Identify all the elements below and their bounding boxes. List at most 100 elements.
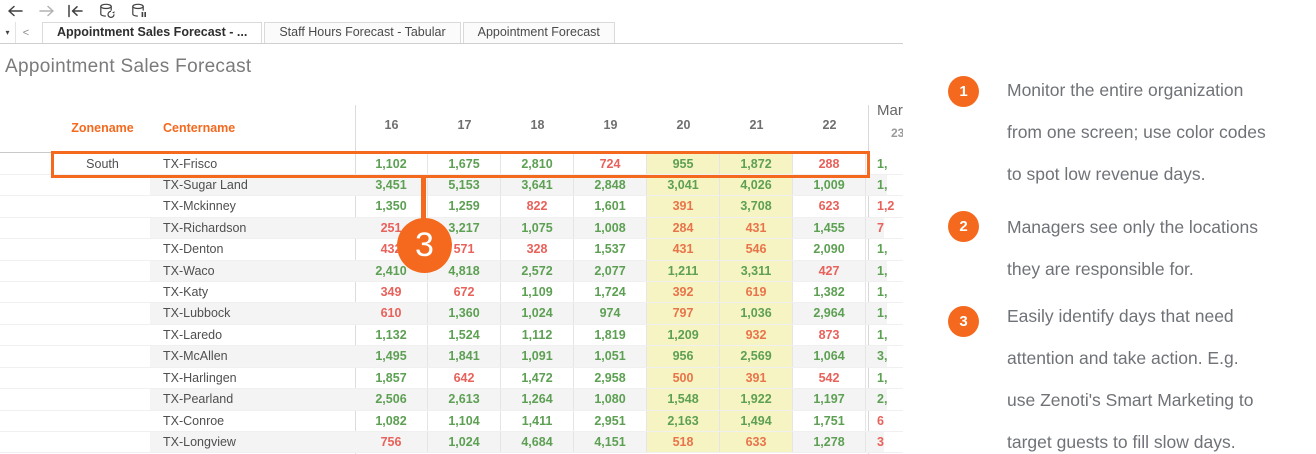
value-cell[interactable]: 571 <box>428 239 501 260</box>
center-cell[interactable]: TX-Longview <box>150 431 355 453</box>
value-cell[interactable]: 1,091 <box>501 346 574 367</box>
table-row[interactable]: TX-Conroe 1,082 1,104 1,411 2,951 2,163 1,494 1… <box>0 410 903 432</box>
value-cell[interactable]: 2,964 <box>793 303 866 324</box>
value-cell-clipped[interactable]: 3 <box>866 431 884 453</box>
value-cell[interactable]: 431 <box>720 217 793 239</box>
value-cell[interactable]: 1,360 <box>428 303 501 324</box>
table-row[interactable]: TX-Mckinney 1,350 1,259 822 1,601 391 3,708 623… <box>0 196 903 218</box>
day-header-17[interactable]: 17 <box>457 118 472 132</box>
value-cell[interactable]: 1,209 <box>647 324 720 346</box>
value-cell[interactable]: 2,848 <box>574 174 647 196</box>
value-cell[interactable]: 2,569 <box>720 346 793 367</box>
value-cell[interactable]: 349 <box>355 282 428 303</box>
value-cell[interactable]: 956 <box>647 346 720 367</box>
center-cell[interactable]: TX-Denton <box>163 242 224 257</box>
value-cell[interactable]: 288 <box>793 153 866 174</box>
center-cell[interactable]: TX-Waco <box>150 260 355 282</box>
value-cell[interactable]: 1,819 <box>574 324 647 346</box>
center-cell[interactable]: TX-Richardson <box>150 217 355 239</box>
value-cell[interactable]: 500 <box>647 367 720 389</box>
value-cell[interactable]: 1,051 <box>574 346 647 367</box>
value-cell[interactable]: 427 <box>793 260 866 282</box>
value-cell[interactable]: 1,922 <box>720 389 793 410</box>
value-cell[interactable]: 873 <box>793 324 866 346</box>
value-cell[interactable]: 2,077 <box>574 260 647 282</box>
value-cell[interactable]: 1,841 <box>428 346 501 367</box>
value-cell[interactable]: 1,455 <box>793 217 866 239</box>
center-cell[interactable]: TX-Mckinney <box>163 199 236 214</box>
value-cell[interactable]: 955 <box>647 153 720 174</box>
day-header-18[interactable]: 18 <box>530 118 545 132</box>
value-cell[interactable]: 672 <box>428 282 501 303</box>
center-column-header[interactable]: Centername <box>163 121 236 135</box>
value-cell[interactable]: 1,278 <box>793 431 866 453</box>
refresh-data-icon[interactable] <box>96 2 118 20</box>
value-cell[interactable]: 1,494 <box>720 410 793 431</box>
value-cell-clipped[interactable]: 2, <box>866 389 888 410</box>
value-cell[interactable]: 5,153 <box>428 174 501 196</box>
value-cell[interactable]: 1,104 <box>428 410 501 431</box>
value-cell[interactable]: 1,350 <box>355 196 428 217</box>
value-cell[interactable]: 1,024 <box>428 431 501 453</box>
day-header-19[interactable]: 19 <box>603 118 618 132</box>
day-header-21[interactable]: 21 <box>749 118 764 132</box>
value-cell[interactable]: 3,451 <box>355 174 428 196</box>
value-cell[interactable]: 1,197 <box>793 389 866 410</box>
value-cell-clipped[interactable]: 1, <box>866 174 888 196</box>
value-cell[interactable]: 4,684 <box>501 431 574 453</box>
value-cell[interactable]: 3,311 <box>720 260 793 282</box>
value-cell[interactable]: 1,082 <box>355 410 428 431</box>
value-cell[interactable]: 1,537 <box>574 239 647 260</box>
value-cell[interactable]: 797 <box>647 303 720 324</box>
table-row[interactable]: TX-Katy 349 672 1,109 1,724 392 619 1,382 1, <box>0 282 903 304</box>
value-cell[interactable]: 3,641 <box>501 174 574 196</box>
value-cell[interactable]: 2,506 <box>355 389 428 410</box>
table-row[interactable]: TX-Pearland 2,506 2,613 1,264 1,080 1,548 1,92… <box>0 389 903 411</box>
value-cell[interactable]: 724 <box>574 153 647 174</box>
value-cell[interactable]: 1,259 <box>428 196 501 217</box>
value-cell[interactable]: 1,075 <box>501 217 574 239</box>
value-cell-clipped[interactable]: 1, <box>866 303 888 324</box>
value-cell[interactable]: 1,102 <box>355 153 428 174</box>
value-cell[interactable]: 1,495 <box>355 346 428 367</box>
value-cell-clipped[interactable]: 6 <box>877 413 884 428</box>
value-cell[interactable]: 1,724 <box>574 282 647 303</box>
value-cell[interactable]: 3,708 <box>720 196 793 217</box>
value-cell[interactable]: 1,548 <box>647 389 720 410</box>
value-cell[interactable]: 1,472 <box>501 367 574 389</box>
tab-staff-hours-forecast-tabular[interactable]: Staff Hours Forecast - Tabular <box>264 22 461 43</box>
value-cell-clipped[interactable]: 1, <box>877 327 888 342</box>
value-cell[interactable]: 1,132 <box>355 324 428 346</box>
value-cell[interactable]: 619 <box>720 282 793 303</box>
pause-auto-updates-icon[interactable] <box>128 2 150 20</box>
revert-icon[interactable] <box>64 2 86 20</box>
table-row[interactable]: TX-Richardson 251 3,217 1,075 1,008 284 431 1,4… <box>0 217 903 240</box>
table-row[interactable]: TX-Lubbock 610 1,360 1,024 974 797 1,036 2,964 1… <box>0 303 903 325</box>
value-cell[interactable]: 328 <box>501 239 574 260</box>
center-cell[interactable]: TX-Pearland <box>150 389 355 410</box>
back-icon[interactable] <box>4 2 26 20</box>
value-cell[interactable]: 1,524 <box>428 324 501 346</box>
table-row[interactable]: TX-Denton 432 571 328 1,537 431 546 2,090 1, <box>0 239 903 261</box>
value-cell-clipped[interactable]: 1, <box>877 370 888 385</box>
value-cell[interactable]: 518 <box>647 431 720 453</box>
table-row[interactable]: TX-Waco 2,410 4,818 2,572 2,077 1,211 3,311 427… <box>0 260 903 283</box>
value-cell[interactable]: 822 <box>501 196 574 217</box>
value-cell[interactable]: 756 <box>355 431 428 453</box>
value-cell[interactable]: 1,675 <box>428 153 501 174</box>
center-cell[interactable]: TX-Conroe <box>163 413 225 428</box>
value-cell[interactable]: 391 <box>720 367 793 389</box>
table-row[interactable]: TX-Longview 756 1,024 4,684 4,151 518 633 1,278… <box>0 431 903 454</box>
zone-cell[interactable]: South <box>86 156 119 171</box>
value-cell[interactable]: 610 <box>355 303 428 324</box>
value-cell[interactable]: 2,090 <box>793 239 866 260</box>
value-cell-clipped[interactable]: 1, <box>877 242 888 257</box>
forward-icon[interactable] <box>36 2 58 20</box>
center-cell[interactable]: TX-Harlingen <box>163 370 237 385</box>
value-cell-clipped[interactable]: 1,2 <box>877 199 895 214</box>
value-cell-clipped[interactable]: 3, <box>866 346 888 367</box>
table-row[interactable]: South TX-Frisco 1,102 1,675 2,810 724 955 1,872… <box>0 153 903 175</box>
value-cell[interactable]: 284 <box>647 217 720 239</box>
tab-scroll-left-icon[interactable]: < <box>22 26 30 39</box>
table-row[interactable]: TX-Sugar Land 3,451 5,153 3,641 2,848 3,041 4,… <box>0 174 903 197</box>
